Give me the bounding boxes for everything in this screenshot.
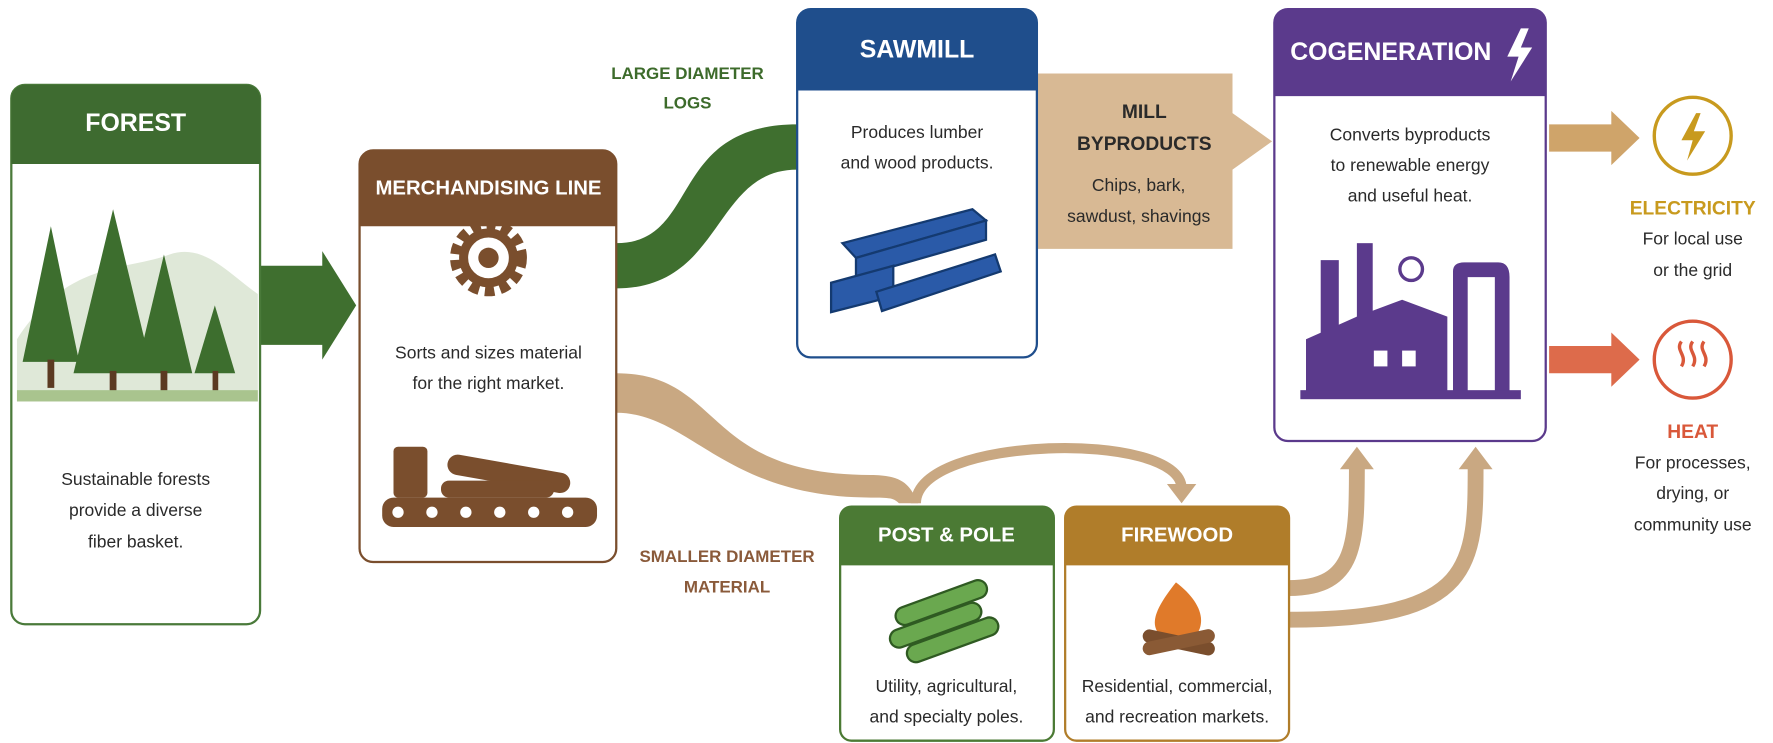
output-text: drying, or xyxy=(1656,483,1729,503)
flow-label: LOGS xyxy=(663,94,711,113)
node-text: and useful heat. xyxy=(1348,185,1473,205)
node-header xyxy=(797,9,1037,91)
flow-label: MATERIAL xyxy=(684,578,770,597)
flow-text: Chips, bark, xyxy=(1092,175,1185,195)
node-title: COGENERATION xyxy=(1290,38,1491,66)
flow-band xyxy=(616,373,919,504)
factory-icon xyxy=(1300,243,1521,400)
arrow xyxy=(260,251,357,360)
flow-band xyxy=(616,124,798,289)
output-icon xyxy=(1652,319,1733,400)
flow-label: BYPRODUCTS xyxy=(1077,134,1212,155)
lumber-icon xyxy=(829,207,1003,314)
conveyor-icon xyxy=(382,446,598,527)
output-text: For local use xyxy=(1643,228,1743,248)
flow-label: SMALLER DIAMETER xyxy=(639,547,814,566)
node-text: Residential, commercial, xyxy=(1082,676,1273,696)
return-flow xyxy=(1288,463,1484,628)
output-title: HEAT xyxy=(1667,422,1718,443)
node-text: and recreation markets. xyxy=(1085,707,1269,727)
node-text: and specialty poles. xyxy=(870,707,1024,727)
node-title: POST & POLE xyxy=(878,524,1015,546)
node-title: MERCHANDISING LINE xyxy=(375,177,601,199)
node-text: Utility, agricultural, xyxy=(876,676,1018,696)
node-title: FOREST xyxy=(85,109,186,137)
output-title: ELECTRICITY xyxy=(1630,198,1756,219)
node-text: Sustainable forests xyxy=(61,469,210,489)
node-text: Produces lumber xyxy=(851,122,984,142)
trees-icon xyxy=(16,209,258,402)
node-header xyxy=(1065,506,1290,566)
node-text: to renewable energy xyxy=(1331,155,1490,175)
node-text: Converts byproducts xyxy=(1330,124,1491,144)
arrow-head xyxy=(1339,446,1493,470)
loop-arrow xyxy=(910,443,1187,505)
node-header xyxy=(11,84,261,165)
fire-icon xyxy=(1142,582,1215,656)
arrow xyxy=(1549,332,1640,387)
node-title: SAWMILL xyxy=(860,35,975,63)
node-text: fiber basket. xyxy=(88,531,183,551)
bolt-icon xyxy=(1681,113,1706,161)
flow-label: MILL xyxy=(1122,102,1167,123)
bolt-icon xyxy=(1507,28,1533,82)
output-text: or the grid xyxy=(1653,260,1732,280)
node-text: for the right market. xyxy=(413,373,565,393)
node-text: Sorts and sizes material xyxy=(395,343,582,363)
node-header xyxy=(840,506,1054,566)
arrow xyxy=(1549,110,1640,166)
flow-text: sawdust, shavings xyxy=(1067,206,1210,226)
node-header xyxy=(1274,9,1546,97)
poles-icon xyxy=(888,579,1000,664)
flow-label: LARGE DIAMETER xyxy=(611,64,764,83)
node-title: FIREWOOD xyxy=(1121,524,1233,546)
node-text: provide a diverse xyxy=(69,500,202,520)
arrow-head xyxy=(1166,484,1197,504)
flow-band xyxy=(1036,73,1273,249)
node-text: and wood products. xyxy=(841,153,994,173)
gear-icon xyxy=(450,219,527,297)
output-text: community use xyxy=(1634,514,1752,534)
output-text: For processes, xyxy=(1635,452,1751,472)
node-header xyxy=(359,150,617,227)
heat-icon xyxy=(1677,340,1708,368)
